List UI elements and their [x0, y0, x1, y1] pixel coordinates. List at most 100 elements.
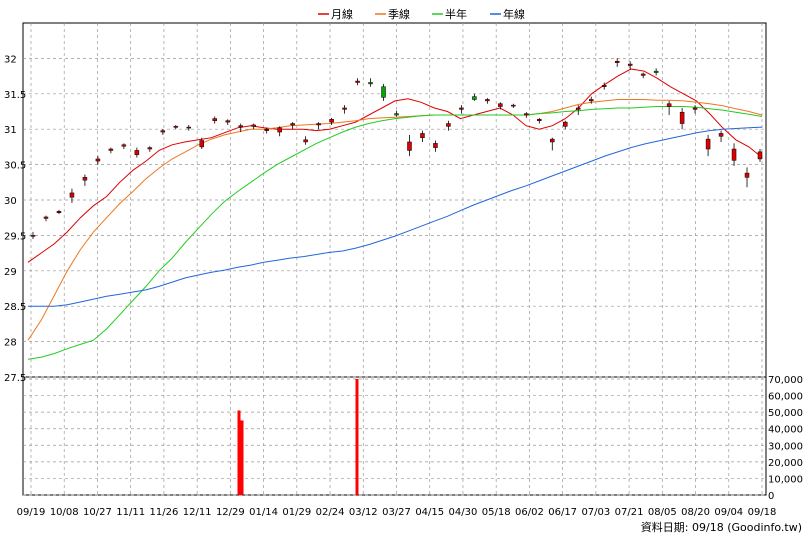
legend-label: 季線: [388, 7, 410, 21]
price-axis: 27.5 28 28.5 29 29.5 30 30.5 31 31.5 32: [4, 54, 26, 384]
date-tick-label: 06/17: [548, 507, 577, 518]
candle-body: [679, 111, 685, 124]
volume-bar: [237, 410, 241, 495]
candle-body: [446, 123, 451, 127]
grid-lines: [23, 23, 766, 496]
candle-body: [264, 128, 269, 131]
date-tick-label: 11/11: [116, 507, 145, 518]
candle-body: [718, 133, 724, 137]
candle-body: [614, 60, 620, 63]
candle-body: [485, 99, 490, 102]
candle-body: [186, 126, 192, 129]
candle-body: [394, 113, 399, 116]
candle-body: [199, 140, 205, 148]
candle-body: [498, 103, 503, 107]
candle-body: [355, 80, 360, 83]
candle-body: [563, 121, 568, 127]
candle-body: [329, 119, 334, 123]
candle-body: [30, 235, 36, 237]
date-tick-label: 02/24: [316, 507, 345, 518]
moving-average-lines: [27, 68, 763, 360]
candle-body: [511, 104, 516, 107]
candle-body: [653, 70, 659, 73]
candle-body: [601, 85, 607, 87]
date-tick-label: 03/27: [382, 507, 411, 518]
date-tick-label: 06/02: [515, 507, 544, 518]
candle-body: [705, 138, 711, 150]
candle-body: [576, 107, 581, 110]
price-tick-label: 31.5: [4, 90, 26, 101]
candle-body: [342, 107, 347, 110]
candle-body: [459, 107, 464, 110]
candle-body: [147, 147, 153, 150]
date-tick-label: 03/12: [349, 507, 378, 518]
date-tick-label: 05/18: [482, 507, 511, 518]
legend-label: 年線: [503, 7, 525, 21]
ma-line: [28, 126, 763, 307]
volume-bars: [237, 379, 359, 495]
candle-body: [160, 130, 166, 133]
price-tick-label: 29.5: [4, 231, 26, 242]
date-tick-label: 11/26: [149, 507, 178, 518]
candle-body: [731, 148, 737, 161]
price-tick-label: 30.5: [4, 161, 26, 172]
volume-tick-label: 0: [768, 491, 774, 502]
candle-body: [251, 124, 256, 127]
date-tick-label: 12/29: [216, 507, 245, 518]
candle-body: [524, 113, 529, 116]
volume-tick-label: 70,000: [768, 375, 803, 386]
date-tick-label: 09/18: [748, 507, 777, 518]
candle-body: [173, 126, 179, 128]
candle-body: [640, 73, 646, 76]
candle-body: [692, 107, 698, 110]
legend-label: 月線: [331, 7, 353, 21]
volume-axis: 0 10,000 20,000 30,000 40,000 50,000 60,000 70,…: [768, 375, 803, 502]
date-tick-label: 09/04: [714, 507, 743, 518]
date-tick-label: 07/21: [615, 507, 644, 518]
chart-legend: 月線 季線 半年 年線: [318, 7, 525, 21]
legend-label: 半年: [445, 7, 467, 21]
date-tick-label: 08/20: [681, 507, 710, 518]
price-tick-label: 28: [4, 338, 17, 349]
price-tick-label: 31: [4, 125, 17, 136]
price-tick-label: 29: [4, 267, 17, 278]
volume-tick-label: 30,000: [768, 441, 803, 452]
candlesticks: [30, 58, 763, 239]
date-tick-label: 10/08: [50, 507, 79, 518]
volume-bar: [240, 420, 244, 495]
candle-body: [108, 148, 114, 151]
candle-body: [277, 127, 282, 133]
volume-tick-label: 40,000: [768, 425, 803, 436]
date-tick-label: 08/05: [648, 507, 677, 518]
date-tick-label: 04/15: [415, 507, 444, 518]
volume-tick-label: 60,000: [768, 392, 803, 403]
footer-data-date: 資料日期: 09/18 (Goodinfo.tw): [641, 520, 802, 534]
candle-body: [303, 139, 308, 143]
volume-panel: [22, 376, 767, 496]
date-tick-label: 01/14: [249, 507, 278, 518]
date-tick-label: 09/19: [17, 507, 46, 518]
candle-body: [588, 99, 594, 102]
candle-body: [407, 141, 412, 151]
price-tick-label: 27.5: [4, 373, 26, 384]
candle-body: [212, 118, 217, 121]
date-tick-label: 12/11: [183, 507, 212, 518]
candle-body: [225, 120, 230, 123]
candle-body: [95, 158, 101, 162]
ma-line: [27, 99, 763, 341]
candle-body: [69, 192, 75, 198]
price-tick-label: 32: [4, 54, 17, 65]
volume-bar: [355, 379, 359, 495]
price-tick-label: 28.5: [4, 302, 26, 313]
candle-body: [290, 123, 295, 126]
candle-body: [368, 82, 373, 85]
ma-line: [27, 68, 763, 263]
candle-body: [121, 144, 127, 147]
candle-body: [381, 86, 386, 98]
date-tick-label: 07/03: [581, 507, 610, 518]
candle-body: [550, 138, 555, 143]
price-tick-label: 30: [4, 196, 17, 207]
ma-line: [27, 106, 763, 360]
date-tick-label: 01/29: [282, 507, 311, 518]
